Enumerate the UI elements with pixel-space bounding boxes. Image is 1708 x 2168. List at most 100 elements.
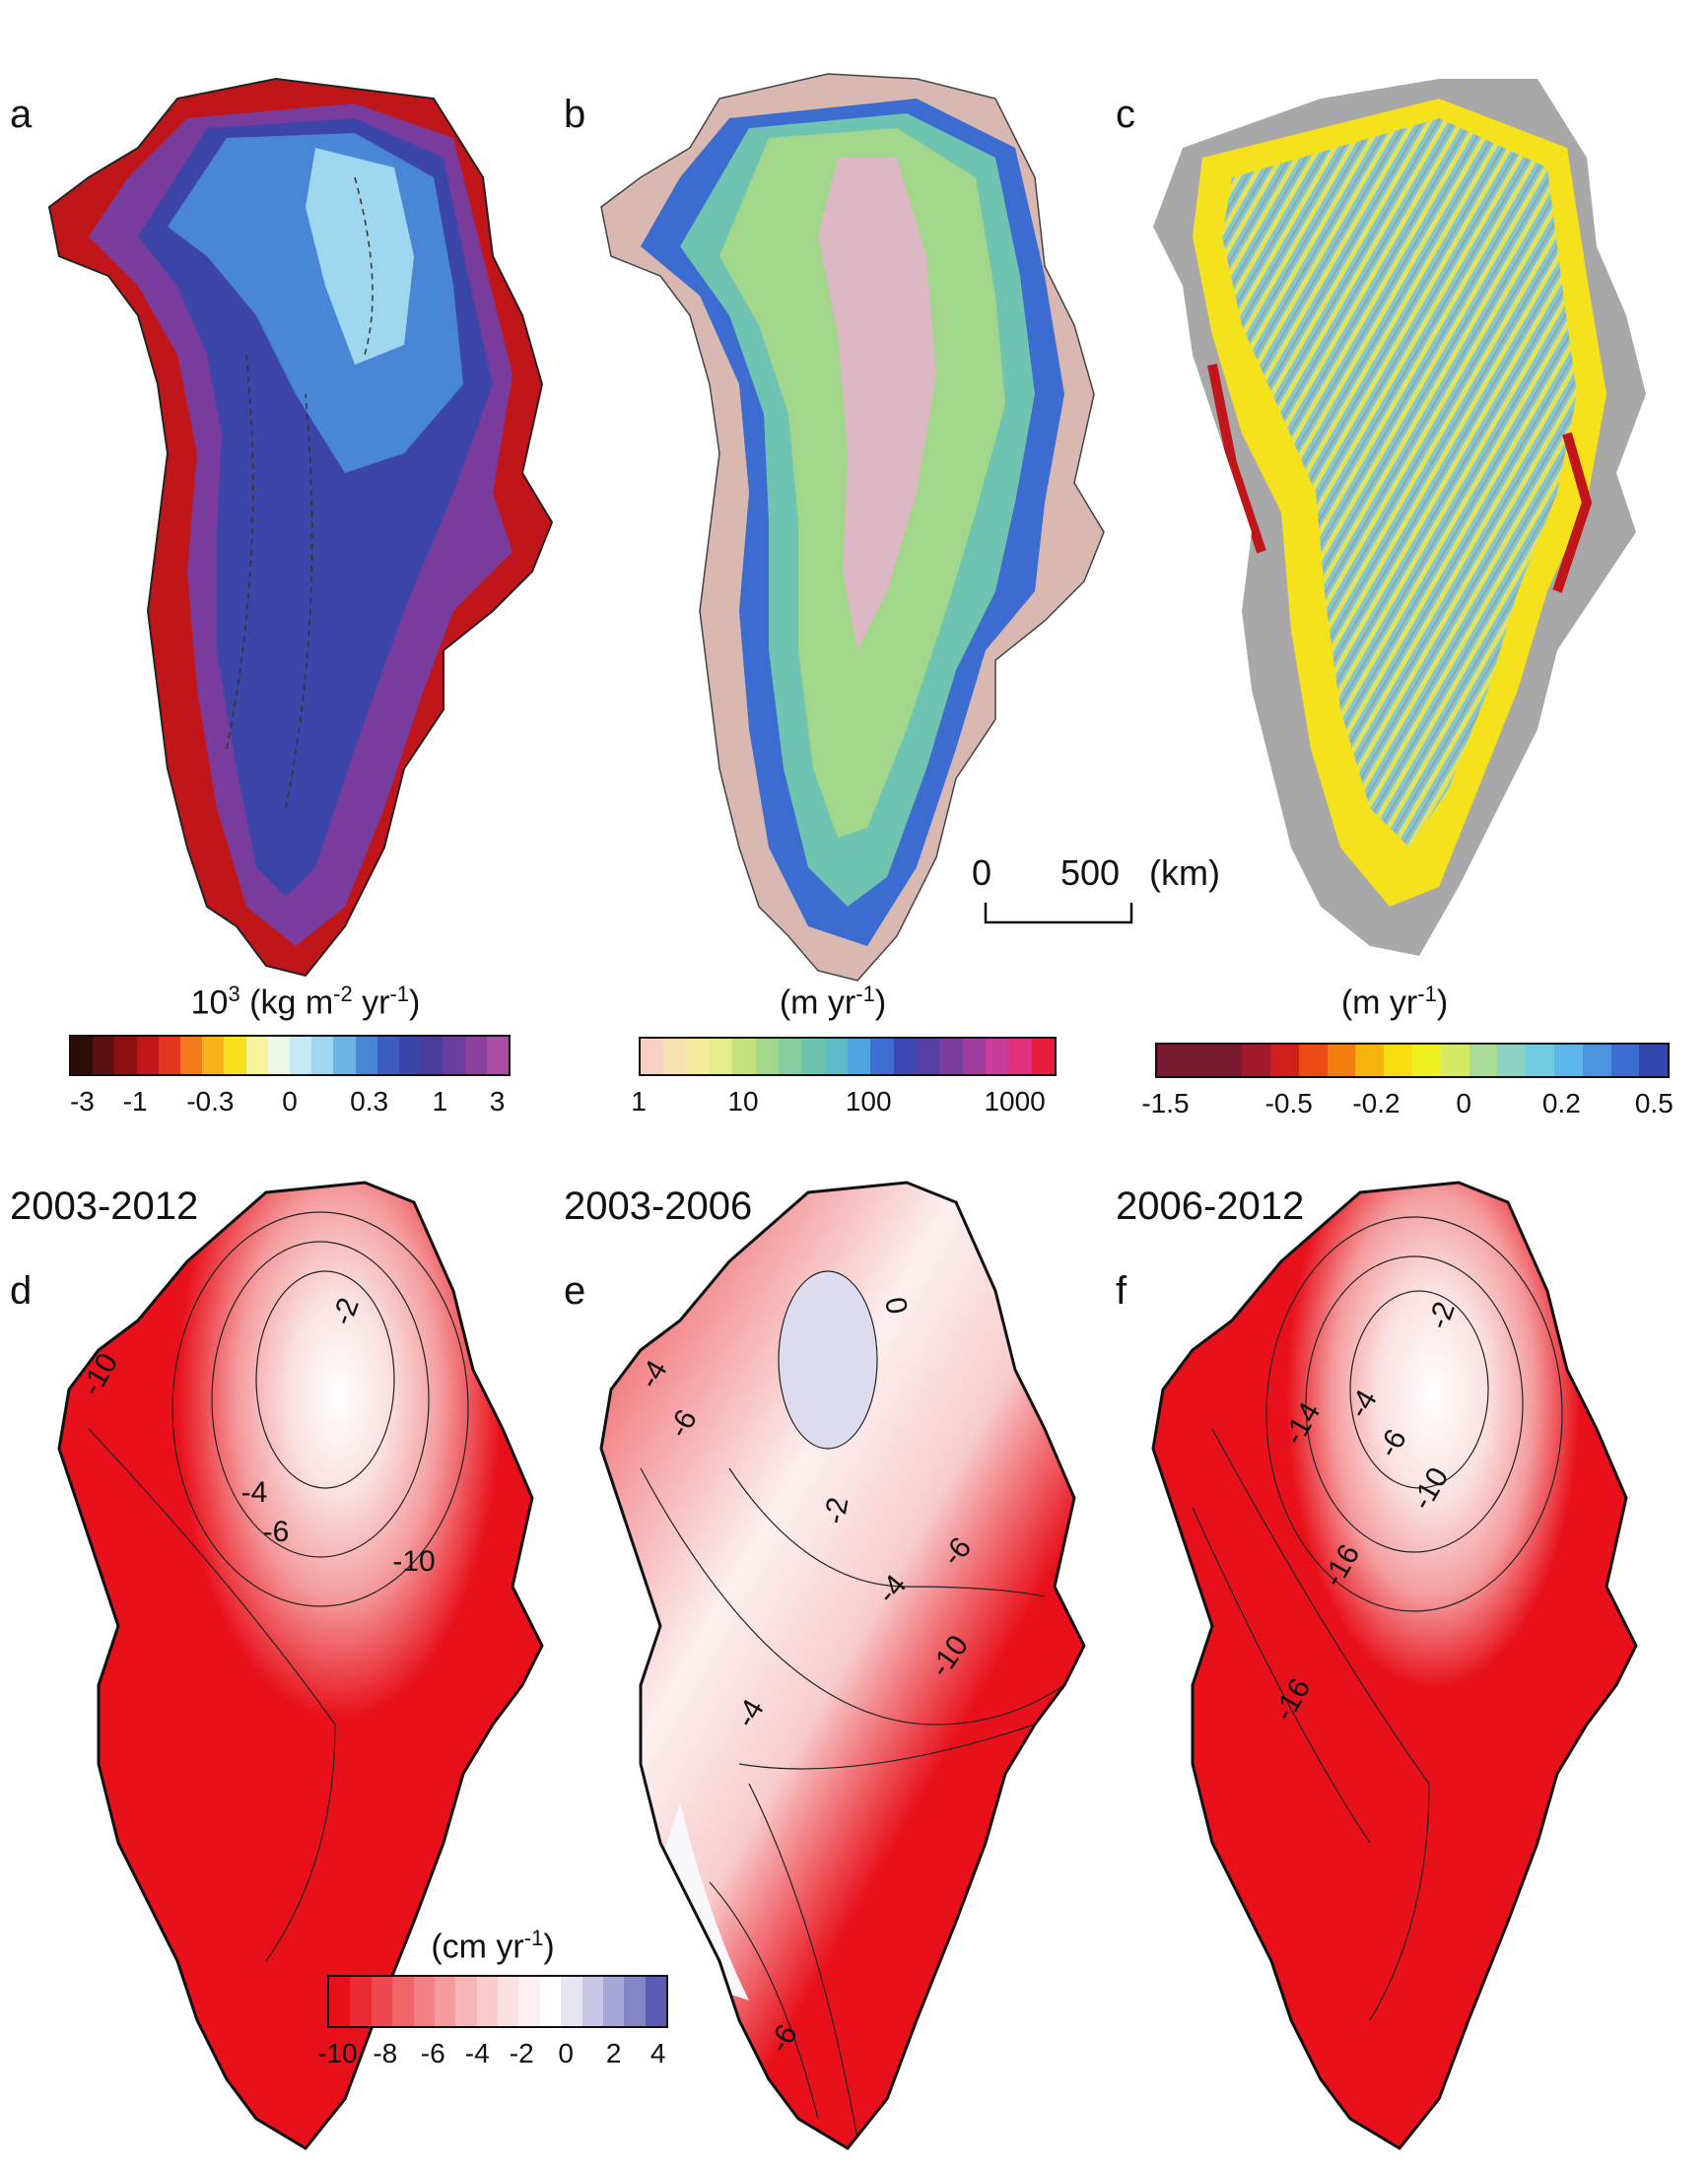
map-panel-f bbox=[1151, 1181, 1638, 2150]
colorbar-b-swatch bbox=[801, 1039, 825, 1074]
colorbar-a-swatch bbox=[399, 1037, 422, 1074]
panel-label-b: b bbox=[564, 93, 586, 136]
colorbar-b-swatch bbox=[939, 1039, 963, 1074]
colorbar-c-tick: 0.5 bbox=[1634, 1088, 1674, 1118]
colorbar-b-swatch bbox=[824, 1039, 848, 1074]
colorbar-a-swatch bbox=[421, 1037, 444, 1074]
colorbar-a-swatch bbox=[202, 1037, 225, 1074]
colorbar-d-swatch bbox=[624, 1977, 646, 2026]
panel-label-c: c bbox=[1116, 93, 1135, 136]
colorbar-d-swatch bbox=[371, 1977, 393, 2026]
colorbar-b-unit: (m yr-1) bbox=[779, 982, 887, 1022]
colorbar-d-swatch bbox=[476, 1977, 498, 2026]
colorbar-d-tick: -8 bbox=[373, 2038, 398, 2068]
colorbar-a-tick: -1 bbox=[122, 1086, 148, 1117]
colorbar-b-swatch bbox=[732, 1039, 756, 1074]
colorbar-a-swatch bbox=[443, 1037, 465, 1074]
colorbar-b-swatch bbox=[893, 1039, 917, 1074]
colorbar-b-swatch bbox=[778, 1039, 802, 1074]
scalebar-end: 500 bbox=[1060, 852, 1121, 893]
colorbar-c-tick: 0.2 bbox=[1541, 1088, 1581, 1118]
map-panel-c bbox=[1153, 79, 1646, 956]
panel-period-d: 2003-2012 bbox=[10, 1185, 199, 1228]
colorbar-a-swatch bbox=[355, 1037, 377, 1074]
colorbar-d-swatch bbox=[645, 1977, 666, 2026]
colorbar-d-tick: 4 bbox=[649, 2038, 666, 2068]
colorbar-a-swatch bbox=[376, 1037, 400, 1074]
colorbar-c-swatch bbox=[1270, 1045, 1299, 1076]
map-panel-d bbox=[57, 1181, 544, 2150]
colorbar-d-tick: -2 bbox=[509, 2038, 534, 2068]
colorbar-b-swatch bbox=[755, 1039, 779, 1074]
colorbar-d bbox=[327, 1975, 668, 2028]
scalebar-start: 0 bbox=[972, 852, 992, 893]
colorbar-b-swatch bbox=[663, 1039, 687, 1074]
colorbar-d-swatch bbox=[329, 1977, 351, 2026]
scalebar-unit: (km) bbox=[1149, 852, 1220, 893]
colorbar-a-tick: 3 bbox=[489, 1086, 506, 1117]
map-panel-a bbox=[47, 77, 554, 978]
colorbar-a-swatch bbox=[93, 1037, 115, 1074]
colorbar-d-swatch bbox=[350, 1977, 372, 2026]
colorbar-c-swatch bbox=[1298, 1045, 1328, 1076]
colorbar-a-swatch bbox=[290, 1037, 312, 1074]
colorbar-b-swatch bbox=[847, 1039, 871, 1074]
colorbar-c-swatch bbox=[1355, 1045, 1385, 1076]
colorbar-c-swatch bbox=[1440, 1045, 1469, 1076]
colorbar-a-unit: 103 (kg m-2 yr-1) bbox=[190, 982, 421, 1022]
colorbar-c-swatch bbox=[1213, 1045, 1243, 1076]
map-panel-e bbox=[599, 1181, 1086, 2150]
colorbar-a-swatch bbox=[158, 1037, 181, 1074]
contour-label-d-3: -4 bbox=[240, 1476, 268, 1509]
colorbar-d-tick: -4 bbox=[464, 2038, 490, 2068]
colorbar-a-swatch bbox=[311, 1037, 334, 1074]
colorbar-b-swatch bbox=[709, 1039, 733, 1074]
colorbar-b-swatch bbox=[985, 1039, 1009, 1074]
colorbar-a-tick: -3 bbox=[69, 1086, 95, 1117]
colorbar-d-swatch bbox=[392, 1977, 414, 2026]
panel-period-f: 2006-2012 bbox=[1116, 1185, 1305, 1228]
colorbar-d-swatch bbox=[581, 1977, 603, 2026]
colorbar-c-swatch bbox=[1469, 1045, 1498, 1076]
colorbar-a-swatch bbox=[114, 1037, 137, 1074]
colorbar-a-swatch bbox=[245, 1037, 268, 1074]
colorbar-d-swatch bbox=[413, 1977, 435, 2026]
contour-label-d-5: -10 bbox=[392, 1545, 436, 1578]
colorbar-a-tick: 0 bbox=[282, 1086, 298, 1117]
colorbar-c-swatch bbox=[1582, 1045, 1611, 1076]
colorbar-c-swatch bbox=[1553, 1045, 1583, 1076]
colorbar-a-swatch bbox=[267, 1037, 291, 1074]
colorbar-b-tick: 1000 bbox=[984, 1086, 1046, 1117]
colorbar-d-tick: -6 bbox=[420, 2038, 445, 2068]
colorbar-c-swatch bbox=[1497, 1045, 1527, 1076]
colorbar-c-swatch bbox=[1185, 1045, 1214, 1076]
colorbar-d-swatch bbox=[518, 1977, 540, 2026]
panel-label-a: a bbox=[10, 93, 33, 136]
panel-label-e: e bbox=[564, 1269, 586, 1313]
colorbar-a-swatch bbox=[180, 1037, 203, 1074]
colorbar-b-tick: 10 bbox=[727, 1086, 759, 1117]
colorbar-a-swatch bbox=[333, 1037, 356, 1074]
colorbar-a-swatch bbox=[136, 1037, 159, 1074]
colorbar-c bbox=[1155, 1043, 1670, 1078]
panel-label-f: f bbox=[1116, 1269, 1127, 1313]
colorbar-c-tick: 0 bbox=[1456, 1088, 1471, 1118]
contour-label-e-4: -2 bbox=[818, 1494, 855, 1526]
colorbar-d-swatch bbox=[561, 1977, 582, 2026]
colorbar-c-unit: (m yr-1) bbox=[1340, 982, 1449, 1022]
colorbar-b-swatch bbox=[641, 1039, 664, 1074]
colorbar-b-swatch bbox=[686, 1039, 710, 1074]
colorbar-d-swatch bbox=[539, 1977, 562, 2026]
colorbar-b bbox=[639, 1037, 1057, 1076]
colorbar-c-tick: -0.2 bbox=[1352, 1088, 1401, 1118]
colorbar-c-swatch bbox=[1327, 1045, 1356, 1076]
colorbar-b-swatch bbox=[1008, 1039, 1032, 1074]
colorbar-a-tick: -0.3 bbox=[186, 1086, 235, 1117]
colorbar-a-swatch bbox=[486, 1037, 510, 1074]
colorbar-a-swatch bbox=[71, 1037, 94, 1074]
colorbar-d-swatch bbox=[498, 1977, 519, 2026]
colorbar-a-tick: 0.3 bbox=[350, 1086, 389, 1117]
colorbar-b-swatch bbox=[870, 1039, 894, 1074]
colorbar-c-swatch bbox=[1242, 1045, 1271, 1076]
panel-label-d: d bbox=[10, 1269, 33, 1313]
